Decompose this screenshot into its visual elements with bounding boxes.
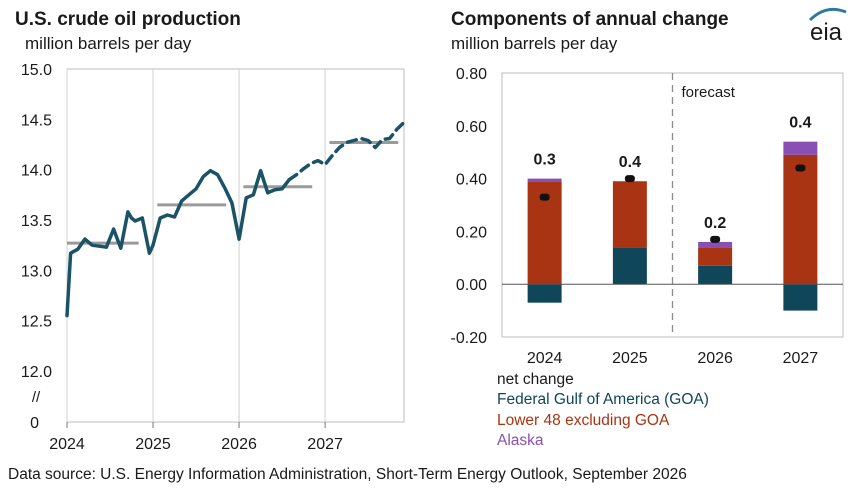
left-x-tick-label: 2025	[135, 436, 171, 453]
left-x-tick-label: 2026	[221, 436, 257, 453]
right-x-tick-label: 2027	[783, 350, 819, 367]
eia-logo: eia	[796, 4, 858, 51]
right-x-tick-label: 2025	[612, 350, 648, 367]
logo-text: eia	[810, 19, 843, 46]
production-history-line	[65, 168, 291, 318]
right-y-tick-label: 0.60	[456, 119, 487, 136]
left-y-tick-label: 12.0	[21, 364, 52, 381]
net-change-marker	[624, 175, 635, 183]
goa-bar	[612, 247, 647, 285]
legend-alaska: Alaska	[497, 432, 544, 449]
right-chart-subtitle: million barrels per day	[451, 34, 618, 53]
right-x-tick-label: 2026	[697, 350, 733, 367]
left-y-tick-label: 13.5	[21, 213, 52, 230]
right-y-tick-label: 0.40	[456, 172, 487, 189]
right-y-tick-label: 0.80	[456, 66, 487, 83]
data-source: Data source: U.S. Energy Information Adm…	[8, 466, 687, 483]
right-chart-title: Components of annual change	[451, 9, 729, 30]
left-y-tick-label: 15.0	[21, 62, 52, 79]
goa-bar	[527, 284, 562, 303]
left-y-tick-label-zero: 0	[30, 415, 39, 432]
net-change-data-label: 0.4	[789, 115, 811, 132]
goa-bar	[783, 284, 818, 311]
net-change-data-label: 0.4	[619, 154, 641, 171]
legend-net-change: net change	[497, 371, 574, 388]
left-plot-frame	[66, 68, 405, 423]
legend-lower48: Lower 48 excluding GOA	[497, 412, 670, 429]
forecast-label: forecast	[682, 84, 736, 101]
left-x-tick-label: 2024	[49, 436, 85, 453]
net-change-marker	[795, 164, 806, 172]
goa-bar	[698, 265, 733, 285]
net-change-data-label: 0.3	[534, 152, 556, 169]
left-y-tick-label: 14.5	[21, 112, 52, 129]
logo-arc	[808, 7, 847, 22]
production-forecast-line	[287, 120, 406, 182]
left-chart-subtitle: million barrels per day	[25, 34, 192, 53]
lower48-bar	[612, 181, 647, 248]
right-y-tick-label: -0.20	[451, 330, 488, 347]
left-y-tick-label: 12.5	[21, 314, 52, 331]
net-change-data-label: 0.2	[704, 215, 726, 232]
net-change-marker	[710, 235, 721, 243]
right-x-tick-label: 2024	[527, 350, 563, 367]
left-chart-title: U.S. crude oil production	[15, 9, 241, 30]
right-y-tick-label: 0.20	[456, 224, 487, 241]
right-y-tick-label: 0.00	[456, 277, 487, 294]
left-y-tick-label: 13.0	[21, 263, 52, 280]
lower48-bar	[783, 154, 818, 285]
alaska-bar	[698, 241, 733, 248]
left-x-tick-label: 2027	[307, 436, 343, 453]
left-axis-break-mark: //	[32, 389, 41, 406]
net-change-marker	[539, 193, 550, 201]
alaska-bar	[783, 141, 818, 155]
lower48-bar	[698, 247, 733, 266]
legend-goa: Federal Gulf of America (GOA)	[497, 391, 709, 408]
alaska-bar	[527, 178, 562, 182]
left-y-tick-label: 14.0	[21, 163, 52, 180]
